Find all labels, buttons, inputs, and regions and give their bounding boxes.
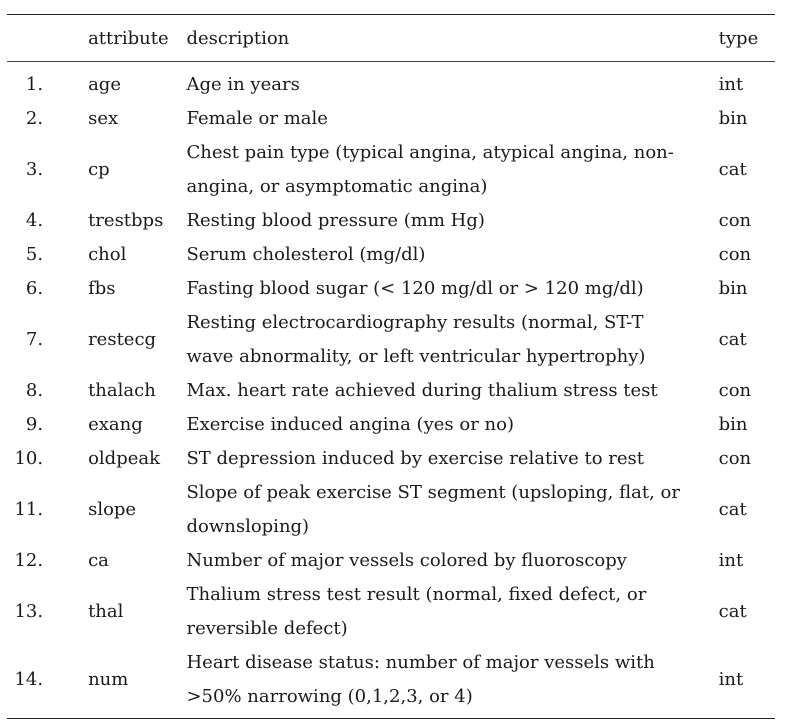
row-description: Female or male (186, 108, 328, 129)
header-attribute: attribute (88, 27, 169, 49)
row-description: Resting electrocardiography results (nor… (186, 306, 718, 374)
row-index: 11. (14, 499, 44, 520)
row-type: cat (718, 329, 747, 350)
header-index (7, 15, 57, 62)
row-description: Serum cholesterol (mg/dl) (186, 244, 426, 265)
row-attribute: sex (88, 108, 119, 129)
table-row: 11. slope Slope of peak exercise ST segmen… (7, 476, 775, 544)
table-row: 10. oldpeak ST depression induced by exerc… (7, 442, 775, 476)
row-type: con (718, 380, 752, 401)
row-type: int (718, 74, 744, 95)
row-description-line: Chest pain type (typical angina, atypica… (186, 142, 674, 163)
row-type: cat (718, 159, 747, 180)
row-attribute: age (88, 74, 121, 95)
row-description-line: Resting electrocardiography results (nor… (186, 312, 644, 333)
table-row: 14. num Heart disease status: number of ma… (7, 646, 775, 719)
row-type: bin (718, 108, 748, 129)
row-index: 3. (25, 159, 44, 180)
row-attribute: cp (88, 159, 110, 180)
header-row: attribute description type (7, 14, 775, 62)
row-description-line: downsloping) (186, 516, 310, 537)
row-index: 1. (25, 74, 44, 95)
row-type: cat (718, 499, 747, 520)
row-description-line: Thalium stress test result (normal, fixe… (186, 584, 647, 605)
row-description-line: Heart disease status: number of major ve… (186, 652, 655, 673)
row-description: Age in years (186, 74, 300, 95)
row-type: con (718, 448, 752, 469)
row-attribute: num (88, 669, 129, 690)
row-description: Slope of peak exercise ST segment (upslo… (186, 476, 718, 544)
row-attribute: fbs (88, 278, 116, 299)
row-description-line: Slope of peak exercise ST segment (upslo… (186, 482, 680, 503)
row-attribute: oldpeak (88, 448, 161, 469)
row-index: 10. (14, 448, 44, 469)
row-description-line: wave abnormality, or left ventricular hy… (186, 346, 646, 367)
table-row: 13. thal Thalium stress test result (norma… (7, 578, 775, 646)
row-attribute: thalach (88, 380, 156, 401)
row-type: int (718, 550, 744, 571)
row-attribute: thal (88, 601, 124, 622)
row-description: Max. heart rate achieved during thalium … (186, 380, 658, 401)
row-attribute: exang (88, 414, 143, 435)
row-description-line: angina, or asymptomatic angina) (186, 176, 488, 197)
row-description: Number of major vessels colored by fluor… (186, 550, 627, 571)
row-index: 13. (14, 601, 44, 622)
row-index: 4. (25, 210, 44, 231)
row-attribute: restecg (88, 329, 157, 350)
row-attribute: slope (88, 499, 137, 520)
table-row: 1. age Age in years int (7, 62, 775, 103)
table-row: 4. trestbps Resting blood pressure (mm Hg)… (7, 204, 775, 238)
row-description: ST depression induced by exercise relati… (186, 448, 645, 469)
table-row: 12. ca Number of major vessels colored by … (7, 544, 775, 578)
header-description: description (186, 27, 290, 49)
row-description: Exercise induced angina (yes or no) (186, 414, 514, 435)
attribute-table-container: attribute description type 1. age Age in y… (7, 14, 775, 719)
row-description: Fasting blood sugar (< 120 mg/dl or > 12… (186, 278, 644, 299)
row-index: 12. (14, 550, 44, 571)
row-description-line: >50% narrowing (0,1,2,3, or 4) (186, 686, 473, 707)
row-index: 8. (25, 380, 44, 401)
row-type: con (718, 210, 752, 231)
row-type: bin (718, 278, 748, 299)
row-index: 2. (25, 108, 44, 129)
row-attribute: ca (88, 550, 109, 571)
table-row: 6. fbs Fasting blood sugar (< 120 mg/dl or… (7, 272, 775, 306)
table-header: attribute description type (7, 14, 775, 62)
table-row: 5. chol Serum cholesterol (mg/dl) con (7, 238, 775, 272)
row-description: Thalium stress test result (normal, fixe… (186, 578, 718, 646)
row-index: 14. (14, 669, 44, 690)
table-row: 9. exang Exercise induced angina (yes or n… (7, 408, 775, 442)
row-attribute: trestbps (88, 210, 164, 231)
row-attribute: chol (88, 244, 127, 265)
table-row: 3. cp Chest pain type (typical angina, aty… (7, 136, 775, 204)
table-row: 8. thalach Max. heart rate achieved during… (7, 374, 775, 408)
row-type: int (718, 669, 744, 690)
attribute-table: attribute description type 1. age Age in y… (7, 14, 775, 719)
row-index: 5. (25, 244, 44, 265)
row-type: con (718, 244, 752, 265)
table-body: 1. age Age in years int 2. sex Female or male b… (7, 62, 775, 719)
table-row: 7. restecg Resting electrocardiography res… (7, 306, 775, 374)
row-description-line: reversible defect) (186, 618, 348, 639)
header-type: type (718, 27, 759, 49)
row-description: Resting blood pressure (mm Hg) (186, 210, 485, 231)
row-description: Heart disease status: number of major ve… (186, 646, 718, 719)
row-index: 7. (25, 329, 44, 350)
table-row: 2. sex Female or male bin (7, 102, 775, 136)
row-type: cat (718, 601, 747, 622)
row-index: 6. (25, 278, 44, 299)
row-index: 9. (25, 414, 44, 435)
row-type: bin (718, 414, 748, 435)
row-description: Chest pain type (typical angina, atypica… (186, 136, 718, 204)
